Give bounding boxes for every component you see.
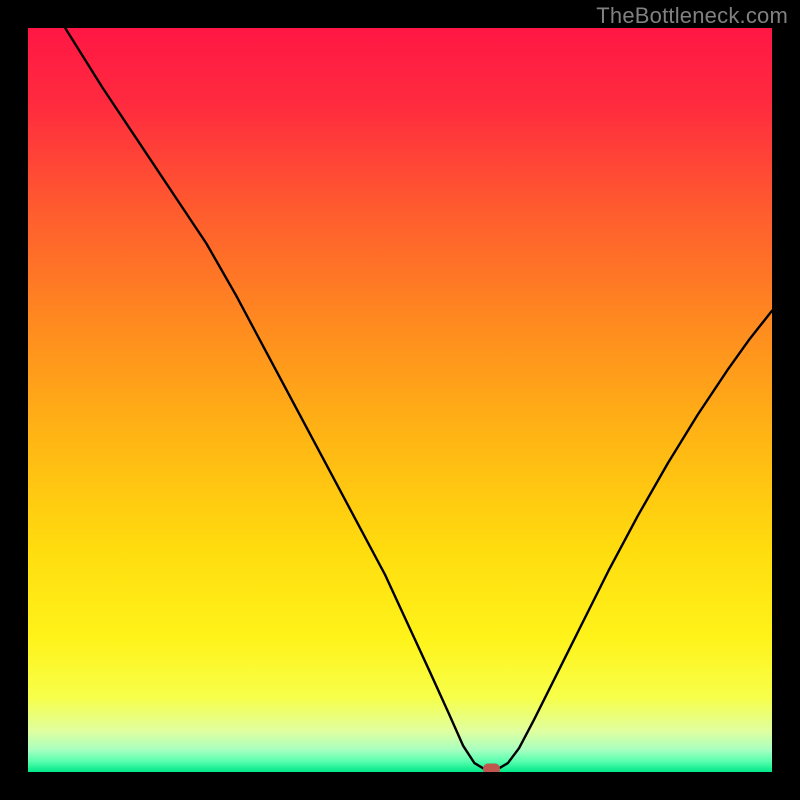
- chart-frame: TheBottleneck.com: [0, 0, 800, 800]
- plot-background: [28, 28, 772, 772]
- bottleneck-chart: [0, 0, 800, 800]
- watermark-text: TheBottleneck.com: [596, 3, 788, 29]
